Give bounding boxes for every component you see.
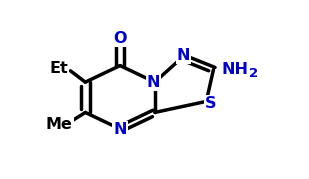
Text: 2: 2 bbox=[249, 67, 258, 80]
Text: NH: NH bbox=[222, 62, 248, 77]
Text: Me: Me bbox=[45, 117, 72, 132]
Text: Et: Et bbox=[50, 61, 68, 76]
Text: N: N bbox=[113, 122, 127, 137]
Text: N: N bbox=[177, 48, 190, 63]
Text: N: N bbox=[147, 75, 160, 90]
Text: S: S bbox=[205, 96, 217, 111]
Text: O: O bbox=[113, 31, 127, 46]
